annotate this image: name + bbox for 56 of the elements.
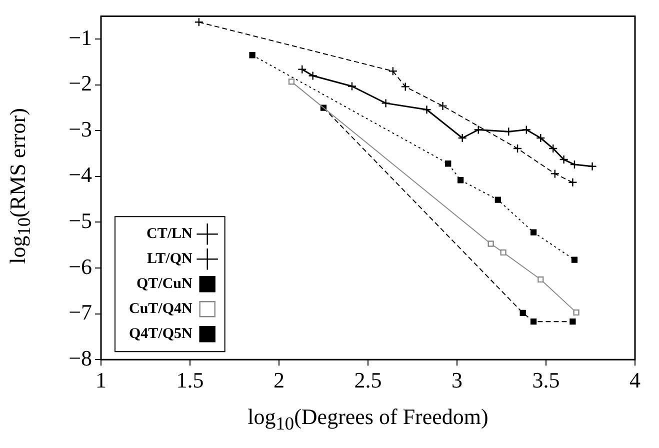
point	[194, 18, 204, 27]
y-tick-label: −2	[68, 70, 92, 96]
x-tick-label: 3	[452, 368, 462, 393]
legend-label: CT/LN	[146, 226, 193, 242]
x-tick-label: 3.5	[532, 368, 560, 393]
point	[298, 64, 307, 74]
x-tick-label: 2.5	[354, 368, 382, 393]
y-tick-label: −6	[68, 254, 92, 279]
point	[512, 144, 522, 154]
legend-label: CuT/Q4N	[128, 300, 192, 317]
point	[249, 52, 256, 58]
point	[570, 160, 580, 170]
x-tick-label: 1.5	[176, 368, 204, 393]
point	[500, 249, 506, 256]
point	[347, 82, 357, 91]
point	[400, 82, 410, 92]
point	[388, 66, 398, 76]
legend-label: LT/QN	[147, 250, 192, 267]
point	[488, 240, 494, 247]
point	[588, 162, 597, 171]
legend-label: Q4T/Q5N	[129, 326, 193, 342]
point	[536, 133, 546, 143]
point	[438, 101, 448, 111]
point	[457, 177, 464, 184]
y-tick-label: −7	[68, 300, 92, 325]
y-tick-label: −8	[68, 345, 92, 370]
x-tick-label: 4	[630, 368, 640, 393]
point	[538, 276, 544, 283]
point	[422, 105, 432, 114]
y-tick-label: −3	[68, 116, 92, 142]
point	[571, 256, 578, 263]
y-tick-label: −4	[68, 162, 92, 188]
point	[445, 160, 452, 167]
x-tick-label: 2	[274, 368, 284, 393]
point	[494, 196, 502, 203]
point	[548, 144, 558, 154]
x-tick-label: 1	[96, 368, 106, 393]
point	[474, 125, 483, 134]
point	[504, 126, 514, 136]
x-axis-title: log$_{10}$(Degrees of Freedom)	[246, 404, 490, 434]
point	[559, 154, 568, 164]
point	[530, 229, 537, 236]
point	[530, 318, 537, 325]
point	[573, 309, 580, 316]
point	[570, 318, 576, 325]
point	[568, 178, 578, 188]
point	[381, 98, 390, 108]
legend-label: QT/CuN	[136, 276, 192, 292]
point	[550, 169, 560, 178]
y-tick-label: −1	[68, 24, 92, 50]
point	[308, 71, 318, 80]
point	[458, 133, 467, 143]
y-tick-label: −5	[68, 208, 92, 234]
point	[520, 310, 526, 316]
point	[288, 78, 295, 85]
point	[522, 125, 532, 134]
